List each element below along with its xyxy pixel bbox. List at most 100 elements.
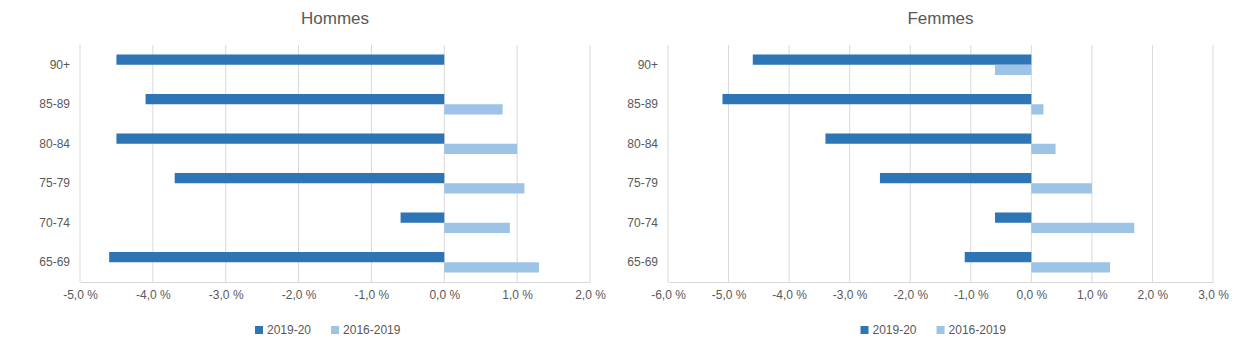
tick: -5,0 %: [63, 282, 98, 302]
tick: 70-74: [39, 216, 80, 230]
tick: -3,0 %: [209, 282, 244, 302]
tick: 1,0 %: [502, 282, 533, 302]
legend: 2019-20 2016-2019: [861, 323, 1007, 337]
bar: [116, 133, 444, 143]
legend-item: 2019-20: [255, 323, 311, 337]
legend: 2019-20 2016-2019: [255, 323, 401, 337]
bar: [401, 212, 445, 222]
legend-label: 2016-2019: [949, 323, 1007, 337]
grid-line: [1091, 45, 1092, 282]
tick-label: -5,0 %: [712, 288, 747, 302]
bar: [1031, 223, 1134, 233]
tick-label: -3,0 %: [209, 288, 244, 302]
grid-line: [590, 45, 591, 282]
bar: [995, 212, 1031, 222]
tick: 65-69: [627, 255, 668, 269]
bar: [965, 252, 1032, 262]
bar: [825, 133, 1031, 143]
tick-label: 90+: [50, 58, 70, 72]
tick-label: 65-69: [627, 255, 658, 269]
tick-label: -2,0 %: [282, 288, 317, 302]
axis-line: [81, 282, 591, 283]
tick-label: -4,0 %: [136, 288, 171, 302]
tick-label: 70-74: [39, 216, 70, 230]
figure: Hommes-5,0 %-4,0 %-3,0 %-2,0 %-1,0 %0,0 …: [0, 0, 1259, 358]
tick-label: 90+: [638, 58, 658, 72]
tick-label: 85-89: [627, 97, 658, 111]
tick: 80-84: [627, 137, 668, 151]
tick-label: 1,0 %: [1077, 288, 1108, 302]
tick-label: 80-84: [627, 137, 658, 151]
tick: 70-74: [627, 216, 668, 230]
tick-label: -6,0 %: [651, 288, 686, 302]
series: [723, 54, 1032, 262]
tick: -1,0 %: [355, 282, 390, 302]
grid-line: [668, 45, 669, 282]
series: [109, 54, 444, 262]
legend-item: 2016-2019: [937, 323, 1007, 337]
grid: [668, 45, 1213, 282]
tick-label: 0,0 %: [1016, 288, 1047, 302]
grid-line: [371, 45, 372, 282]
bar: [109, 252, 444, 262]
tick-label: 70-74: [627, 216, 658, 230]
tick: 2,0 %: [1138, 282, 1169, 302]
bar: [146, 94, 445, 104]
bar: [880, 173, 1031, 183]
grid-line: [728, 45, 729, 282]
tick: 0,0 %: [429, 282, 460, 302]
bar: [1031, 104, 1043, 114]
bar: [1031, 183, 1092, 193]
tick-label: -5,0 %: [63, 288, 98, 302]
tick: -4,0 %: [772, 282, 807, 302]
tick-label: 80-84: [39, 137, 70, 151]
grid-line: [444, 45, 445, 282]
tick: 85-89: [39, 97, 80, 111]
bar: [175, 173, 445, 183]
chart: Hommes-5,0 %-4,0 %-3,0 %-2,0 %-1,0 %0,0 …: [39, 9, 606, 337]
grid-line: [225, 45, 226, 282]
tick: -1,0 %: [954, 282, 989, 302]
tick-label: -1,0 %: [355, 288, 390, 302]
tick: 90+: [50, 58, 80, 72]
tick: 0,0 %: [1016, 282, 1047, 302]
legend-item: 2016-2019: [331, 323, 401, 337]
axis-line: [80, 46, 81, 283]
legend-item: 2019-20: [861, 323, 917, 337]
tick: -3,0 %: [833, 282, 868, 302]
tick: 1,0 %: [1077, 282, 1108, 302]
tick: 65-69: [39, 255, 80, 269]
bars: [109, 54, 539, 272]
series: [995, 65, 1134, 273]
y-axis: 90+ 85-89 80-84 75-79 70-74 65-69: [39, 46, 80, 283]
tick-label: 75-79: [627, 176, 658, 190]
grid: [80, 45, 590, 282]
bar: [444, 65, 445, 75]
tick: -2,0 %: [893, 282, 928, 302]
chart: Femmes-6,0 %-5,0 %-4,0 %-3,0 %-2,0 %-1,0…: [627, 9, 1229, 337]
bar: [1031, 144, 1055, 154]
tick-label: 0,0 %: [429, 288, 460, 302]
bar: [723, 94, 1032, 104]
bar: [444, 223, 510, 233]
tick: -2,0 %: [282, 282, 317, 302]
tick-label: 85-89: [39, 97, 70, 111]
grid-line: [80, 45, 81, 282]
bar: [116, 54, 444, 64]
tick: 75-79: [627, 176, 668, 190]
grid-line: [517, 45, 518, 282]
tick-label: -1,0 %: [954, 288, 989, 302]
tick: -6,0 %: [651, 282, 686, 302]
tick-label: 2,0 %: [1138, 288, 1169, 302]
grid-line: [298, 45, 299, 282]
x-axis: -5,0 % -4,0 % -3,0 % -2,0 % -1,0 % 0,0 % 1,0 %…: [63, 282, 606, 302]
tick: 3,0 %: [1198, 282, 1229, 302]
grid-line: [1031, 45, 1032, 282]
tick-label: -4,0 %: [772, 288, 807, 302]
tick-label: 1,0 %: [502, 288, 533, 302]
grid-line: [910, 45, 911, 282]
bar: [995, 65, 1031, 75]
grid-line: [789, 45, 790, 282]
tick-label: 75-79: [39, 176, 70, 190]
legend-swatch: [331, 326, 339, 334]
